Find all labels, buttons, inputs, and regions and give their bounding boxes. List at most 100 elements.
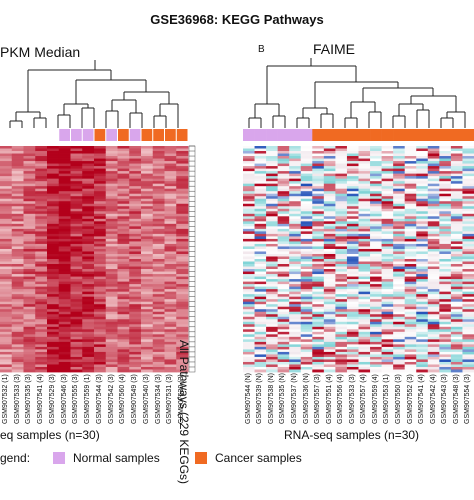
heat-cell <box>335 269 348 272</box>
heat-cell <box>335 306 348 310</box>
heat-cell <box>370 236 382 240</box>
heat-cell <box>94 148 107 152</box>
heat-cell <box>323 364 336 368</box>
heat-cell <box>243 238 255 242</box>
heat-cell <box>335 291 348 295</box>
heat-cell <box>335 223 348 227</box>
heat-cell <box>381 269 394 272</box>
heat-cell <box>254 341 267 345</box>
heat-cell <box>404 354 417 358</box>
heat-cell <box>164 156 177 159</box>
heat-cell <box>323 201 336 205</box>
heat-cell <box>0 211 13 215</box>
heat-cell <box>82 331 95 335</box>
heat-cell <box>404 201 417 205</box>
heat-cell <box>462 301 474 305</box>
heat-cell <box>117 326 130 330</box>
heat-cell <box>0 344 13 348</box>
heat-cell <box>105 166 118 169</box>
heat-cell <box>254 203 267 207</box>
heat-cell <box>129 206 142 210</box>
heat-cell <box>0 183 13 187</box>
heat-cell <box>393 236 406 240</box>
heat-cell <box>381 289 394 293</box>
heat-cell <box>176 233 189 237</box>
heat-cell <box>404 291 417 295</box>
heat-cell <box>23 324 36 328</box>
heat-cell <box>70 211 83 215</box>
heat-cell <box>35 301 48 305</box>
heat-cell <box>58 181 71 185</box>
heat-cell <box>277 326 290 330</box>
heat-cell <box>141 188 154 192</box>
heat-cell <box>323 243 336 247</box>
heat-cell <box>358 309 371 313</box>
heat-cell <box>254 158 267 162</box>
heat-cell <box>23 158 36 162</box>
heat-cell <box>176 261 189 265</box>
heat-cell <box>82 153 95 157</box>
heat-cell <box>381 181 394 185</box>
heat-cell <box>152 206 165 210</box>
heat-cell <box>105 356 118 360</box>
heat-cell <box>105 269 118 272</box>
heat-cell <box>300 243 313 247</box>
heat-cell <box>58 286 71 290</box>
heat-cell <box>94 233 107 237</box>
heat-cell <box>439 321 452 325</box>
heat-cell <box>439 356 452 360</box>
heat-cell <box>381 251 394 255</box>
heat-cell <box>243 296 255 300</box>
heat-cell <box>404 221 417 225</box>
heat-cell <box>117 228 130 232</box>
heat-cell <box>141 243 154 247</box>
heat-cell <box>141 218 154 222</box>
heat-cell <box>346 248 359 252</box>
heat-cell <box>289 243 302 247</box>
heat-cell <box>35 336 48 340</box>
heat-cell <box>266 289 279 293</box>
heat-cell <box>82 151 95 154</box>
heat-cell <box>254 321 267 325</box>
heat-cell <box>462 171 474 175</box>
heat-cell <box>176 314 189 318</box>
heat-cell <box>439 271 452 275</box>
heat-cell <box>381 153 394 157</box>
normal-legend-swatch <box>53 452 65 464</box>
heat-cell <box>129 361 142 365</box>
heat-cell <box>335 296 348 300</box>
heat-cell <box>323 366 336 370</box>
heat-cell <box>300 341 313 345</box>
heat-cell <box>141 211 154 215</box>
heat-cell <box>117 158 130 162</box>
heat-cell <box>35 266 48 270</box>
heat-cell <box>381 316 394 320</box>
cancer-marker <box>416 129 429 141</box>
heat-cell <box>152 233 165 237</box>
heat-cell <box>323 256 336 260</box>
heat-cell <box>94 301 107 305</box>
heat-cell <box>370 296 382 300</box>
heat-cell <box>266 176 279 180</box>
heat-cell <box>335 198 348 202</box>
heat-cell <box>0 349 13 353</box>
heat-cell <box>289 183 302 187</box>
heat-cell <box>176 324 189 328</box>
heat-cell <box>82 286 95 290</box>
sample-label: GSM907539 (N) <box>256 373 264 424</box>
sample-label: GSM907532 (1) <box>1 374 9 424</box>
heat-cell <box>141 366 154 370</box>
heat-cell <box>82 314 95 318</box>
heat-cell <box>35 349 48 353</box>
heat-cell <box>300 279 313 282</box>
heat-cell <box>254 216 267 220</box>
heat-cell <box>82 366 95 370</box>
heat-cell <box>35 151 48 154</box>
heat-cell <box>129 156 142 159</box>
heat-cell <box>164 231 177 235</box>
heat-cell <box>416 178 429 182</box>
heat-cell <box>312 316 325 320</box>
heat-cell <box>335 221 348 225</box>
heat-cell <box>439 259 452 262</box>
heat-cell <box>254 301 267 305</box>
